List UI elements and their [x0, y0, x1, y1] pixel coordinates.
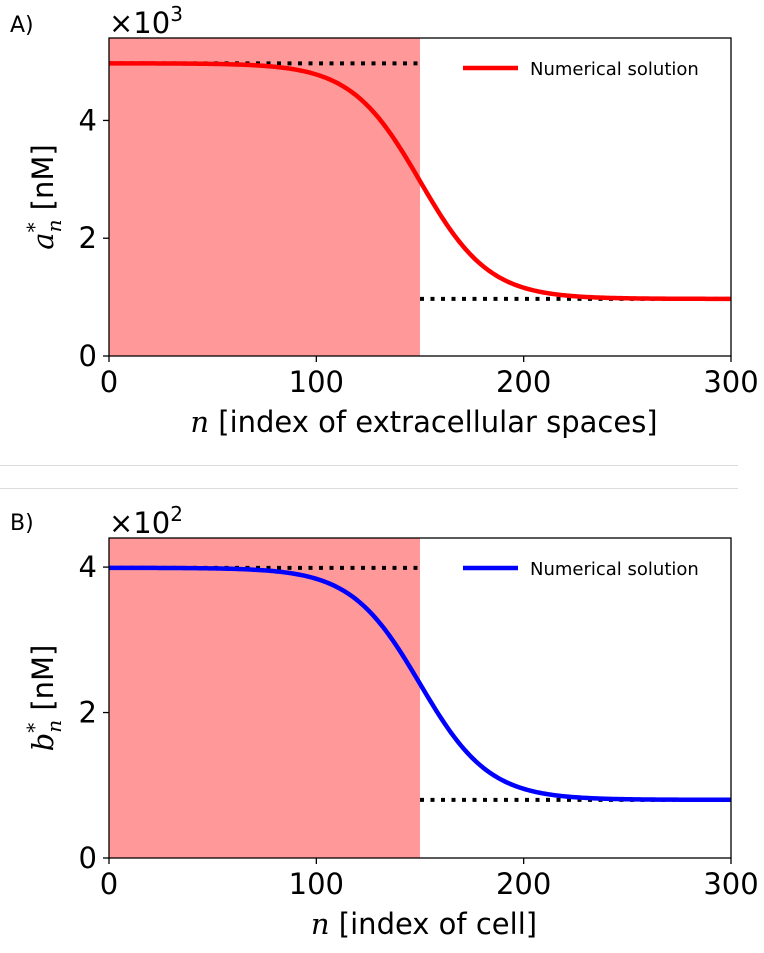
panel-label: B) [10, 511, 34, 536]
x-tick-label: 100 [289, 365, 344, 399]
x-tick-label: 300 [703, 867, 758, 901]
y-tick-label: 4 [79, 103, 97, 137]
y-scale-multiplier: ×102 [109, 502, 183, 540]
legend-label: Numerical solution [530, 559, 699, 580]
panel-label: A) [10, 13, 34, 38]
x-tick-label: 0 [100, 867, 118, 901]
legend-label: Numerical solution [530, 59, 699, 80]
plot-frame [108, 537, 732, 859]
y-tick-label: 0 [79, 841, 97, 875]
shaded-region [109, 538, 420, 858]
chart-b: B) 0 100 200 300 0 2 4 ×102 n [index of cell] b*n … [10, 502, 759, 941]
panel-b: B) 0 100 200 300 0 2 4 ×102 n [index of cell] b*n … [0, 492, 764, 953]
panel-a: A) 0 100 200 300 0 2 4 ×103 n [index of extracell… [0, 0, 764, 462]
panel-divider [0, 465, 738, 489]
y-tick-label: 2 [79, 696, 97, 730]
y-axis-label: b*n [nM] [22, 645, 66, 752]
series-line-1 [109, 61, 731, 302]
x-tick-label: 100 [289, 867, 344, 901]
plot-frame [108, 37, 732, 357]
y-scale-multiplier: ×103 [109, 2, 183, 40]
y-tick-label: 4 [79, 550, 97, 584]
series-line-1 [109, 565, 731, 803]
chart-a: A) 0 100 200 300 0 2 4 ×103 n [index of extracell… [10, 2, 759, 439]
y-tick-label: 2 [79, 221, 97, 255]
x-axis-label: n [index of cell] [311, 907, 537, 941]
x-tick-label: 0 [100, 365, 118, 399]
x-tick-label: 300 [703, 365, 758, 399]
x-axis-label: n [index of extracellular spaces] [190, 405, 657, 439]
shaded-region [109, 38, 420, 356]
y-axis-label: a*n [nM] [22, 144, 66, 249]
x-tick-label: 200 [496, 867, 551, 901]
y-tick-label: 0 [79, 339, 97, 373]
x-tick-label: 200 [496, 365, 551, 399]
